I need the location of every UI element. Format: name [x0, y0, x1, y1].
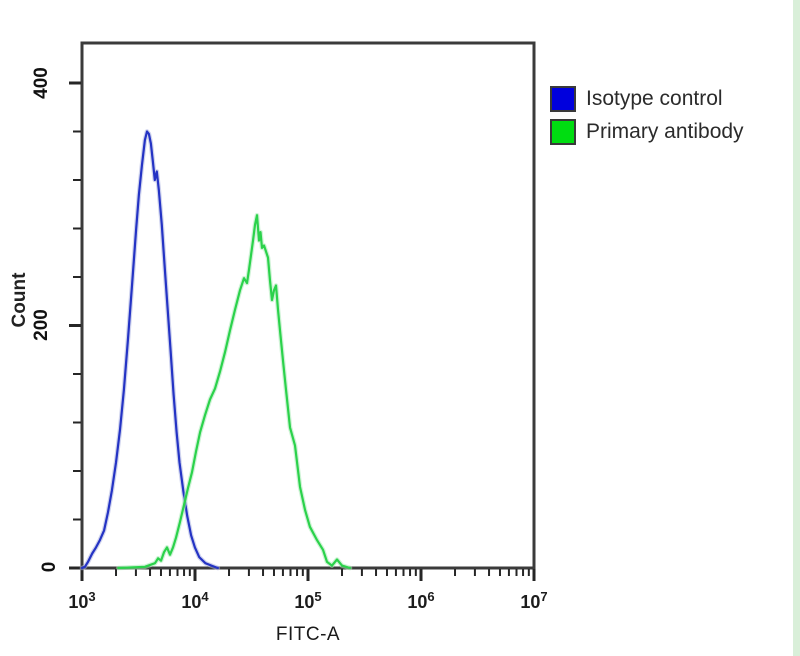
x-tick-label-1e6: 106 — [407, 589, 435, 612]
x-tick-label-1e5: 105 — [294, 589, 322, 612]
series-halo-0 — [79, 129, 221, 571]
y-tick-label-0: 0 — [39, 561, 60, 573]
series-halo-1 — [116, 212, 353, 571]
isotype-control-swatch — [550, 86, 576, 112]
isotype-control-legend-label: Isotype control — [586, 87, 723, 110]
y-tick-label-400: 400 — [31, 67, 52, 99]
x-tick-label-1e7: 107 — [520, 589, 548, 612]
x-tick-label-1e4: 104 — [181, 589, 209, 612]
y-tick-label-200: 200 — [31, 309, 52, 341]
primary-antibody-curve — [117, 214, 352, 570]
primary-antibody-legend-label: Primary antibody — [586, 120, 744, 143]
y-axis-title: Count — [9, 272, 30, 328]
x-tick-label-1e3: 103 — [68, 589, 96, 612]
right-edge-artifact-strip — [793, 0, 800, 656]
x-axis-title: FITC-A — [275, 624, 341, 645]
primary-antibody-swatch — [550, 119, 576, 145]
isotype-control-curve — [80, 130, 219, 570]
plot-frame — [80, 41, 536, 570]
